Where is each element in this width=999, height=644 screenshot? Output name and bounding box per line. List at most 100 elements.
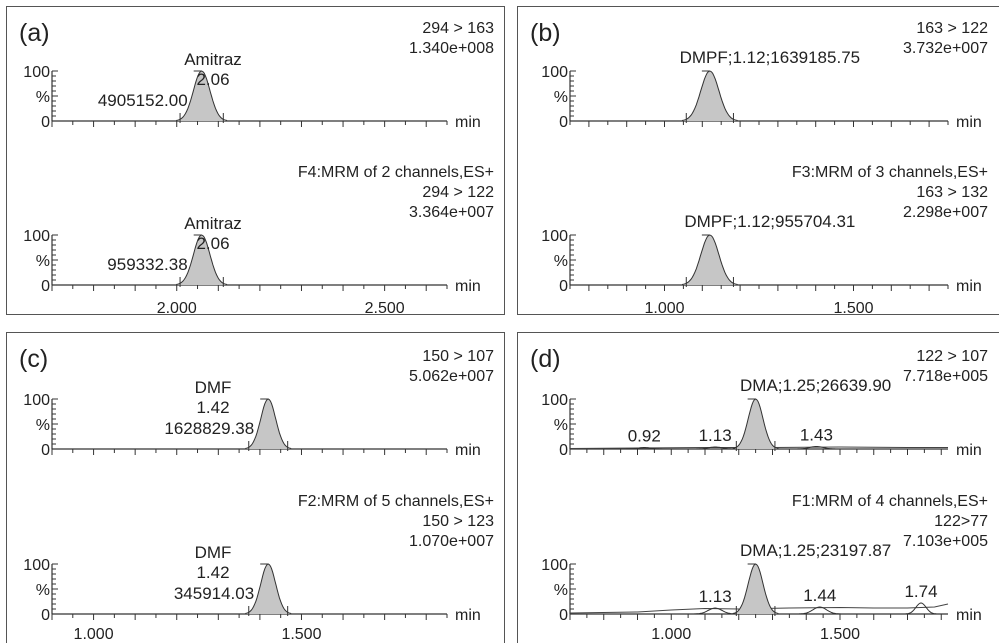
peak-mark <box>176 70 228 121</box>
peak-area-label: 345914.03 <box>174 584 254 603</box>
peak-mark <box>799 606 841 615</box>
peak-mark <box>694 607 736 615</box>
intensity-label: 7.103e+005 <box>903 533 988 550</box>
chromatogram-panel-b: (b) 163 > 122 3.732e+007 100% 0 min DMPF;1.12;… <box>517 6 999 316</box>
channel-label: 294 > 163 <box>422 20 494 37</box>
y-tick-label: 0 <box>559 278 568 295</box>
y-tick-label: 100 <box>541 557 568 574</box>
y-tick-label: % <box>36 253 50 270</box>
x-unit-label: min <box>956 607 982 624</box>
peak-mark <box>905 602 937 615</box>
x-unit-label: min <box>455 607 481 624</box>
peak-compound-label: Amitraz <box>184 50 242 69</box>
y-tick-label: 100 <box>541 228 568 245</box>
chart-b-svg: (b) 163 > 122 3.732e+007 100% 0 min DMPF;1.12;… <box>530 19 988 316</box>
y-tick-label: 0 <box>559 114 568 131</box>
intensity-label: 3.732e+007 <box>903 40 988 57</box>
peak-rt-label: 1.42 <box>196 398 229 417</box>
x-unit-label: min <box>455 442 481 459</box>
y-tick-label: 0 <box>41 278 50 295</box>
y-tick-label: % <box>36 417 50 434</box>
peak-summary-label: DMA;1.25;23197.87 <box>740 541 891 560</box>
intensity-label: 1.340e+008 <box>409 40 494 57</box>
x-tick-label: 1.500 <box>281 626 321 643</box>
peak-area-label: 1628829.38 <box>164 419 254 438</box>
peak-summary-label: DMPF;1.12;955704.31 <box>684 212 855 231</box>
y-tick-label: % <box>554 582 568 599</box>
y-tick-label: 0 <box>559 607 568 624</box>
y-tick-label: % <box>554 89 568 106</box>
trace-header: F4:MRM of 2 channels,ES+ <box>298 164 494 181</box>
peak-mark <box>682 70 738 121</box>
channel-label: 294 > 122 <box>422 184 494 201</box>
x-tick-label: 2.500 <box>365 300 405 316</box>
panel-label: (c) <box>19 345 48 373</box>
trace-header: F1:MRM of 4 channels,ES+ <box>792 493 988 510</box>
y-tick-label: 100 <box>23 557 50 574</box>
chromatogram-panel-a: (a) 294 > 163 1.340e+008 100% 0 min Amitraz 2.0… <box>6 6 505 316</box>
channel-label: 163 > 132 <box>916 184 988 201</box>
x-tick-label: 1.500 <box>833 300 873 316</box>
x-tick-label: 1.000 <box>644 300 684 316</box>
x-tick-label: 1.000 <box>74 626 114 643</box>
channel-label: 150 > 107 <box>422 348 494 365</box>
panel-label: (a) <box>19 19 50 47</box>
minor-peak-label: 1.13 <box>699 426 732 445</box>
peak-compound-label: Amitraz <box>184 214 242 233</box>
peak-mark <box>682 234 738 285</box>
y-tick-label: 100 <box>23 228 50 245</box>
chromatogram-panel-d: (d) 122 > 107 7.718e+005 100% 0 min DMA;1.25;2… <box>517 332 999 643</box>
channel-label: 163 > 122 <box>916 20 988 37</box>
peak-rt-label: 1.42 <box>196 563 229 582</box>
peak-mark <box>694 446 736 450</box>
peak-summary-label: DMA;1.25;26639.90 <box>740 376 891 395</box>
minor-peak-label: 1.44 <box>803 586 836 605</box>
chromatogram-panel-c: (c) 150 > 107 5.062e+007 100% 0 min DMF 1.42 162… <box>6 332 505 643</box>
chart-d-svg: (d) 122 > 107 7.718e+005 100% 0 min DMA;1.25;2… <box>530 345 988 643</box>
peak-summary-label: DMPF;1.12;1639185.75 <box>680 48 861 67</box>
intensity-label: 2.298e+007 <box>903 204 988 221</box>
y-tick-label: 100 <box>23 392 50 409</box>
intensity-label: 3.364e+007 <box>409 204 494 221</box>
y-tick-label: 0 <box>41 607 50 624</box>
peak-mark <box>624 447 665 450</box>
panel-label: (b) <box>530 19 561 47</box>
y-tick-label: % <box>554 253 568 270</box>
baseline-trace <box>569 603 949 614</box>
peak-mark <box>732 563 779 614</box>
minor-peak-label: 1.43 <box>800 426 833 445</box>
intensity-label: 5.062e+007 <box>409 368 494 385</box>
x-unit-label: min <box>956 114 982 131</box>
peak-rt-label: 2.06 <box>196 234 229 253</box>
minor-peak-label: 0.92 <box>628 427 661 446</box>
trace-header: F3:MRM of 3 channels,ES+ <box>792 164 988 181</box>
x-tick-label: 2.000 <box>157 300 197 316</box>
x-unit-label: min <box>455 278 481 295</box>
y-tick-label: 100 <box>23 64 50 81</box>
trace-header: F2:MRM of 5 channels,ES+ <box>298 493 494 510</box>
intensity-label: 1.070e+007 <box>409 533 494 550</box>
x-tick-label: 1.000 <box>651 626 691 643</box>
panel-label: (d) <box>530 345 561 373</box>
y-tick-label: 100 <box>541 392 568 409</box>
y-tick-label: 0 <box>41 442 50 459</box>
intensity-label: 7.718e+005 <box>903 368 988 385</box>
x-unit-label: min <box>956 278 982 295</box>
peak-rt-label: 2.06 <box>196 70 229 89</box>
minor-peak-label: 1.13 <box>699 587 732 606</box>
peak-mark <box>732 398 779 449</box>
peak-area-label: 959332.38 <box>107 255 187 274</box>
x-unit-label: min <box>956 442 982 459</box>
channel-label: 150 > 123 <box>422 513 494 530</box>
y-tick-label: % <box>554 417 568 434</box>
y-tick-label: % <box>36 582 50 599</box>
peak-mark <box>176 234 228 285</box>
y-tick-label: 100 <box>541 64 568 81</box>
channel-label: 122 > 107 <box>916 348 988 365</box>
x-unit-label: min <box>455 114 481 131</box>
peak-area-label: 4905152.00 <box>98 91 188 110</box>
x-tick-label: 1.500 <box>820 626 860 643</box>
minor-peak-label: 1.74 <box>904 582 937 601</box>
